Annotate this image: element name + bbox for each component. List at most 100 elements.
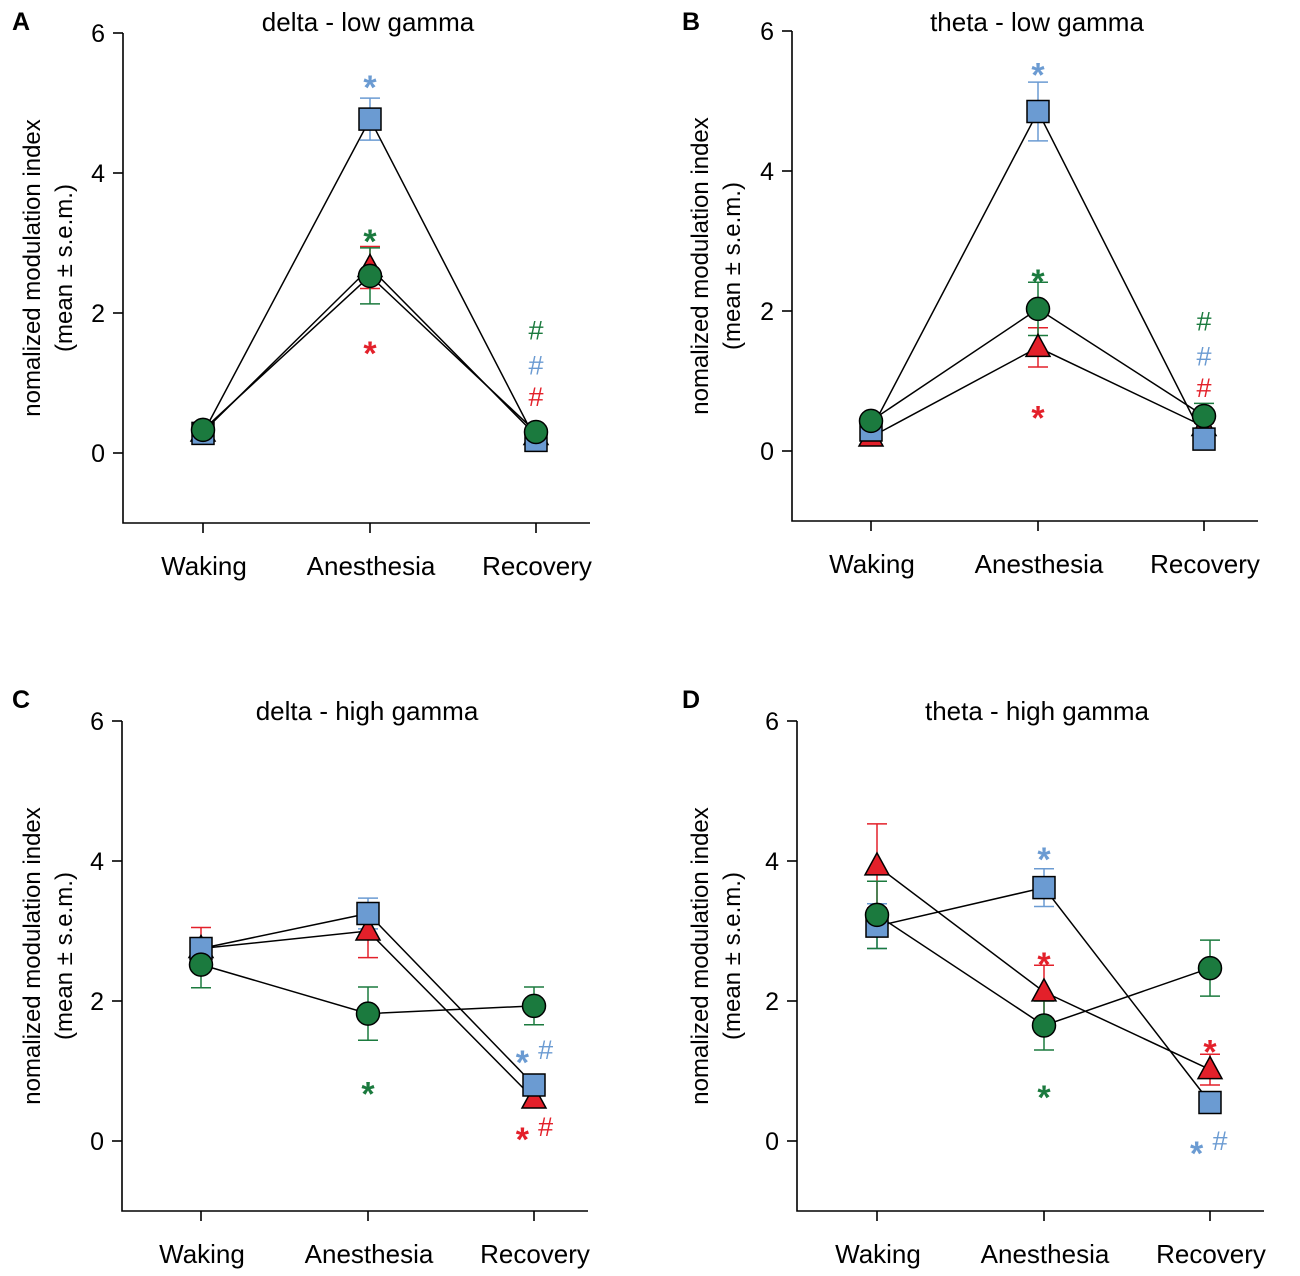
significance-star: * xyxy=(363,223,377,261)
x-tick-label: Anesthesia xyxy=(307,551,436,581)
y-tick-label: 0 xyxy=(765,1128,779,1156)
significance-star: * xyxy=(1031,57,1045,95)
data-point-circle xyxy=(188,952,214,977)
y-tick-label: 2 xyxy=(760,298,774,326)
y-tick-label: 6 xyxy=(91,20,105,48)
y-tick-label: 0 xyxy=(91,440,105,468)
significance-star: * xyxy=(1203,1034,1217,1072)
y-tick-label: 6 xyxy=(90,708,104,736)
chart-title: delta - high gamma xyxy=(256,696,479,726)
significance-hash: # xyxy=(538,1035,553,1065)
data-point-circle xyxy=(858,408,884,434)
panel-letter: B xyxy=(682,8,700,36)
significance-star: * xyxy=(1031,263,1045,301)
data-point-circle xyxy=(523,419,549,445)
axes xyxy=(791,31,1258,522)
x-tick-label: Waking xyxy=(159,1239,245,1269)
y-tick-label: 4 xyxy=(760,158,774,186)
data-point-square xyxy=(1192,427,1216,451)
data-point-circle xyxy=(1025,296,1051,322)
significance-star: * xyxy=(361,1076,375,1114)
y-axis-label-units: (mean ± s.e.m.) xyxy=(719,872,746,1040)
y-axis-label-units: (mean ± s.e.m.) xyxy=(51,184,78,352)
data-point-circle xyxy=(864,902,890,928)
y-tick-label: 0 xyxy=(90,1128,104,1156)
significance-star: * xyxy=(1031,400,1045,438)
chart-title: theta - low gamma xyxy=(930,7,1144,37)
data-point-triangle xyxy=(1196,1055,1224,1080)
data-point-square xyxy=(356,901,380,926)
chart-title: theta - high gamma xyxy=(925,696,1150,726)
significance-star: * xyxy=(1037,1079,1051,1117)
axes xyxy=(796,721,1264,1212)
data-point-square xyxy=(1198,1090,1222,1115)
data-point-circle xyxy=(1031,1013,1057,1038)
data-point-circle xyxy=(521,993,547,1019)
y-tick-label: 4 xyxy=(765,848,779,876)
y-axis-label: nomalized modulation index xyxy=(687,117,714,415)
y-axis-label: nomalized modulation index xyxy=(19,119,46,417)
y-tick-label: 2 xyxy=(765,988,779,1016)
y-tick-label: 6 xyxy=(765,708,779,736)
panel-letter: C xyxy=(12,686,30,714)
y-tick-label: 2 xyxy=(90,988,104,1016)
axes xyxy=(121,721,588,1212)
y-axis-label-units: (mean ± s.e.m.) xyxy=(51,872,78,1040)
x-tick-label: Recovery xyxy=(480,1239,590,1269)
data-point-circle xyxy=(190,417,216,443)
x-tick-label: Recovery xyxy=(1150,549,1260,579)
significance-star: * xyxy=(363,335,377,373)
x-tick-label: Waking xyxy=(829,549,915,579)
significance-star: * xyxy=(1190,1135,1204,1173)
data-point-square xyxy=(1032,875,1056,900)
data-point-square xyxy=(522,1073,546,1097)
y-tick-label: 6 xyxy=(760,18,774,46)
significance-hash: # xyxy=(528,351,543,381)
x-tick-label: Waking xyxy=(835,1239,921,1269)
x-tick-label: Recovery xyxy=(482,551,592,581)
significance-hash: # xyxy=(1196,307,1211,337)
data-point-square xyxy=(358,107,382,131)
y-axis-label-units: (mean ± s.e.m.) xyxy=(719,182,746,350)
significance-star: * xyxy=(1037,946,1051,984)
y-tick-label: 4 xyxy=(90,848,104,876)
data-point-triangle xyxy=(520,1084,548,1109)
data-point-circle xyxy=(355,1001,381,1026)
x-tick-label: Waking xyxy=(161,551,247,581)
significance-star: * xyxy=(516,1121,530,1159)
data-point-circle xyxy=(357,263,383,289)
panel-letter: D xyxy=(682,686,700,714)
x-tick-label: Anesthesia xyxy=(305,1239,434,1269)
x-tick-label: Recovery xyxy=(1156,1239,1266,1269)
significance-star: * xyxy=(516,1044,530,1082)
y-axis-label: nomalized modulation index xyxy=(19,807,46,1105)
significance-hash: # xyxy=(1196,342,1211,372)
y-axis-label: nomalized modulation index xyxy=(687,807,714,1105)
data-point-triangle xyxy=(863,851,891,876)
x-tick-label: Anesthesia xyxy=(981,1239,1110,1269)
x-tick-label: Anesthesia xyxy=(975,549,1104,579)
data-point-square xyxy=(1026,99,1050,124)
significance-hash: # xyxy=(528,382,543,412)
data-point-triangle xyxy=(1024,332,1052,358)
chart-title: delta - low gamma xyxy=(262,7,475,37)
y-tick-label: 4 xyxy=(91,160,105,188)
significance-hash: # xyxy=(1213,1126,1228,1156)
y-tick-label: 2 xyxy=(91,300,105,328)
significance-hash: # xyxy=(528,316,543,346)
data-point-circle xyxy=(1197,955,1223,981)
significance-star: * xyxy=(363,69,377,107)
y-tick-label: 0 xyxy=(760,438,774,466)
significance-hash: # xyxy=(538,1112,553,1142)
data-point-circle xyxy=(1191,403,1217,429)
data-point-triangle xyxy=(354,916,382,941)
panel-letter: A xyxy=(12,8,30,36)
significance-star: * xyxy=(1037,841,1051,879)
data-point-triangle xyxy=(1030,977,1058,1002)
axes xyxy=(122,33,590,524)
